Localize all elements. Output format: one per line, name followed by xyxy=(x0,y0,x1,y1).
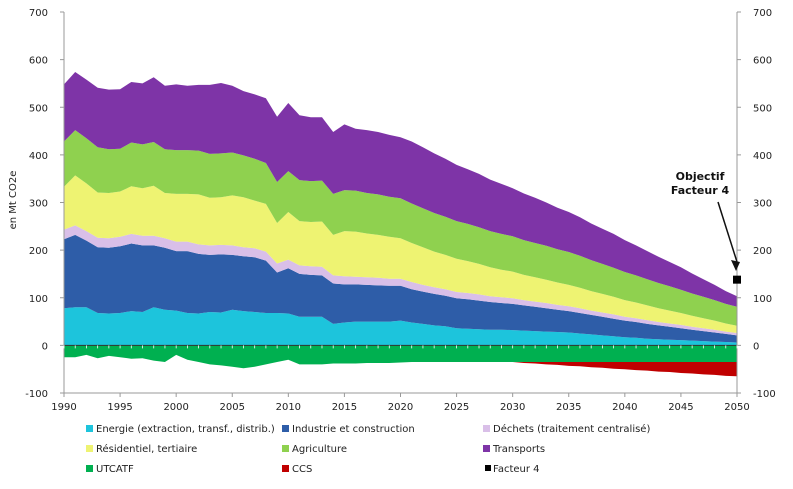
y-tick-left: 400 xyxy=(29,151,48,162)
legend-swatch-facteur-4 xyxy=(485,465,491,471)
legend-label-residentiel-tertiaire: Résidentiel, tertiaire xyxy=(96,443,197,455)
x-tick-label: 2020 xyxy=(388,402,413,413)
y-tick-left: 600 xyxy=(29,56,48,67)
x-tick-label: 2035 xyxy=(556,402,581,413)
x-tick-label: 2030 xyxy=(500,402,525,413)
y-tick-right: 600 xyxy=(753,56,772,67)
legend-swatch-agriculture xyxy=(282,445,289,452)
legend-label-dechets-traitement-centralise: Déchets (traitement centralisé) xyxy=(493,423,650,435)
y-tick-left: 700 xyxy=(29,8,48,19)
y-tick-left: 500 xyxy=(29,103,48,114)
marker-facteur-4 xyxy=(733,275,741,284)
annotation-arrow xyxy=(717,201,738,263)
x-tick-label: 2040 xyxy=(612,402,637,413)
legend-swatch-energie-extraction-transf-distrib xyxy=(86,425,93,432)
legend-label-industrie-et-construction: Industrie et construction xyxy=(292,424,415,435)
y-tick-left: 200 xyxy=(29,246,48,257)
y-tick-right: 500 xyxy=(753,103,772,114)
area-dechets-traitement-centralise xyxy=(64,225,737,336)
legend-label-utcatf: UTCATF xyxy=(96,464,134,475)
area-ccs xyxy=(64,354,737,377)
y-tick-right: 300 xyxy=(753,199,772,210)
legend-swatch-ccs xyxy=(282,465,289,472)
x-tick-label: 2010 xyxy=(276,402,301,413)
legend-swatch-dechets-traitement-centralise xyxy=(483,425,490,432)
y-tick-left: 300 xyxy=(29,199,48,210)
legend-label-facteur-4: Facteur 4 xyxy=(493,464,540,475)
area-industrie-et-construction xyxy=(64,234,737,343)
y-tick-left: 100 xyxy=(29,294,48,305)
legend-swatch-utcatf xyxy=(86,465,93,472)
legend-label-transports: Transports xyxy=(492,444,545,455)
x-tick-label: 2000 xyxy=(163,402,188,413)
annotation-objectif: Objectif xyxy=(676,170,725,183)
x-tick-label: 2025 xyxy=(444,402,469,413)
x-tick-label: 2005 xyxy=(220,402,245,413)
y-tick-right: -100 xyxy=(753,389,776,400)
y-tick-left: -100 xyxy=(25,389,48,400)
area-energie-extraction-transf-distrib xyxy=(64,307,737,346)
area-residentiel-tertiaire xyxy=(64,175,737,333)
y-tick-right: 400 xyxy=(753,151,772,162)
legend-label-energie-extraction-transf-distrib: Energie (extraction, transf., distrib.) xyxy=(96,424,275,435)
area-transports xyxy=(64,72,737,307)
y-tick-right: 200 xyxy=(753,246,772,257)
x-tick-label: 2050 xyxy=(724,402,749,413)
area-agriculture xyxy=(64,130,737,326)
area-utcatf xyxy=(64,345,737,369)
x-tick-label: 1995 xyxy=(107,402,132,413)
legend-swatch-industrie-et-construction xyxy=(282,425,289,432)
y-tick-right: 0 xyxy=(753,341,759,352)
x-tick-label: 2015 xyxy=(332,402,357,413)
annotation-arrowhead xyxy=(731,259,740,271)
y-tick-left: 0 xyxy=(42,341,48,352)
y-tick-right: 100 xyxy=(753,294,772,305)
legend-swatch-residentiel-tertiaire xyxy=(86,445,93,452)
legend-label-ccs: CCS xyxy=(292,464,312,475)
annotation-facteur4: Facteur 4 xyxy=(671,184,730,197)
legend-swatch-transports xyxy=(483,445,490,452)
y-axis-label: en Mt CO2e xyxy=(8,171,19,230)
legend-label-agriculture: Agriculture xyxy=(292,444,347,455)
x-tick-label: 2045 xyxy=(668,402,693,413)
y-tick-right: 700 xyxy=(753,8,772,19)
x-tick-label: 1990 xyxy=(51,402,76,413)
